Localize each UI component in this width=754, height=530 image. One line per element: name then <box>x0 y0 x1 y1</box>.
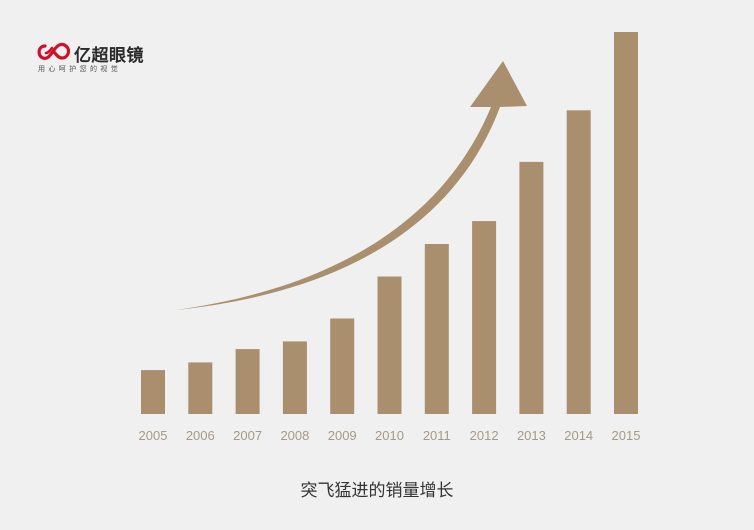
x-tick-label-2015: 2015 <box>612 428 641 443</box>
bar-2011 <box>424 244 449 414</box>
chart-caption: 突飞猛进的销量增长 <box>300 481 454 501</box>
x-tick-label-2011: 2011 <box>423 428 451 443</box>
x-tick-label-2014: 2014 <box>564 428 593 443</box>
logo-mark-icon <box>37 42 71 60</box>
bar-2010 <box>377 276 402 414</box>
x-tick-label-2012: 2012 <box>470 428 499 443</box>
x-tick-label-2005: 2005 <box>139 428 168 443</box>
x-tick-label-2013: 2013 <box>517 428 546 443</box>
bar-2008 <box>282 341 307 414</box>
bars-group <box>141 32 638 415</box>
growth-arrow <box>176 61 527 310</box>
brand-slogan: 用心呵护您的视觉 <box>38 65 122 73</box>
bar-2012 <box>472 221 497 414</box>
bar-2009 <box>330 318 355 414</box>
bar-2005 <box>141 370 165 414</box>
bar-2006 <box>188 362 213 414</box>
brand-logo: 亿超眼镜 用心呵护您的视觉 <box>36 40 176 76</box>
bar-2007 <box>235 349 260 414</box>
x-tick-label-2007: 2007 <box>233 428 262 443</box>
bar-2015 <box>614 32 638 414</box>
x-tick-label-2009: 2009 <box>328 428 357 443</box>
bar-2013 <box>519 161 544 414</box>
x-tick-label-2008: 2008 <box>280 428 309 443</box>
x-tick-label-2010: 2010 <box>375 428 404 443</box>
x-tick-label-2006: 2006 <box>186 428 215 443</box>
x-axis-labels: 2005 2006 2007 2008 2009 2010 2011 2012 2013 2014… <box>139 428 641 443</box>
bar-2014 <box>566 110 591 415</box>
brand-name: 亿超眼镜 <box>74 46 144 66</box>
